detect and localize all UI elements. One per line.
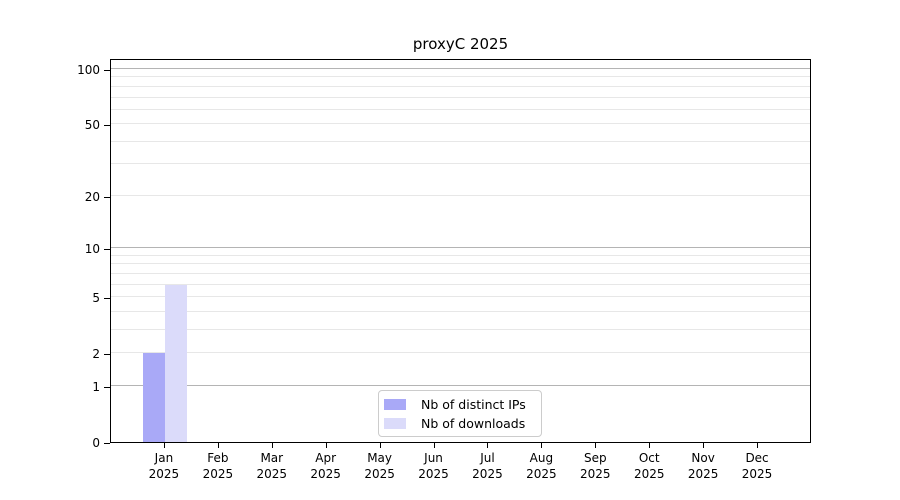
gridline-100 xyxy=(111,68,810,69)
gridline-7 xyxy=(111,272,810,274)
y-tick-label-0: 0 xyxy=(92,436,100,450)
y-tick-mark-50 xyxy=(104,125,110,127)
gridline-70 xyxy=(111,96,810,98)
x-tick-mark-oct-2025 xyxy=(649,443,651,448)
gridline-90 xyxy=(111,76,810,78)
x-tick-mark-sep-2025 xyxy=(595,443,597,448)
y-tick-mark-2 xyxy=(104,354,110,356)
legend: Nb of distinct IPs Nb of downloads xyxy=(378,390,542,437)
gridline-80 xyxy=(111,85,810,87)
x-tick-mark-apr-2025 xyxy=(325,443,327,448)
gridline-9 xyxy=(111,254,810,256)
x-tick-mark-nov-2025 xyxy=(703,443,705,448)
legend-swatch-nb-of-downloads xyxy=(384,417,406,429)
gridline-40 xyxy=(111,140,810,142)
y-tick-mark-10 xyxy=(104,249,110,251)
gridline-20 xyxy=(111,194,810,196)
gridline-2 xyxy=(111,352,810,354)
bar-nb-of-downloads-jan-2025 xyxy=(164,284,187,442)
legend-swatch-nb-of-distinct-ips xyxy=(384,398,406,410)
y-tick-label-50: 50 xyxy=(84,118,100,133)
y-tick-mark-0 xyxy=(104,443,110,444)
gridline-50 xyxy=(111,123,810,125)
legend-item-nb-of-distinct-ips: Nb of distinct IPs xyxy=(384,396,533,412)
y-tick-label-100: 100 xyxy=(77,63,100,77)
x-tick-label-may-2025: May 2025 xyxy=(364,451,395,481)
gridline-30 xyxy=(111,163,810,165)
x-tick-mark-jun-2025 xyxy=(433,443,435,448)
x-tick-mark-jul-2025 xyxy=(487,443,489,448)
y-tick-label-20: 20 xyxy=(84,189,100,204)
y-tick-mark-5 xyxy=(104,298,110,300)
legend-item-nb-of-downloads: Nb of downloads xyxy=(384,415,533,431)
y-tick-label-1: 1 xyxy=(92,379,100,394)
x-tick-mark-mar-2025 xyxy=(271,443,273,448)
gridline-6 xyxy=(111,283,810,285)
y-tick-label-5: 5 xyxy=(92,291,100,306)
legend-label-nb-of-distinct-ips: Nb of distinct IPs xyxy=(421,396,526,412)
x-tick-label-oct-2025: Oct 2025 xyxy=(633,451,665,481)
y-tick-mark-1 xyxy=(104,386,110,388)
y-tick-mark-100 xyxy=(104,70,110,71)
bar-nb-of-distinct-ips-jan-2025 xyxy=(142,353,165,442)
x-tick-label-jan-2025: Jan 2025 xyxy=(148,451,180,481)
x-tick-label-sep-2025: Sep 2025 xyxy=(580,451,611,481)
x-tick-label-jun-2025: Jun 2025 xyxy=(418,451,449,481)
gridline-4 xyxy=(111,310,810,312)
legend-label-nb-of-downloads: Nb of downloads xyxy=(421,415,526,431)
x-tick-mark-feb-2025 xyxy=(217,443,219,448)
x-tick-label-nov-2025: Nov 2025 xyxy=(687,451,719,481)
x-tick-label-apr-2025: Apr 2025 xyxy=(310,451,341,481)
x-tick-mark-jan-2025 xyxy=(163,443,165,448)
x-tick-mark-dec-2025 xyxy=(757,443,759,448)
x-tick-label-dec-2025: Dec 2025 xyxy=(741,451,773,481)
gridline-60 xyxy=(111,108,810,110)
gridline-10 xyxy=(111,247,810,249)
x-tick-label-aug-2025: Aug 2025 xyxy=(526,451,557,481)
gridline-1 xyxy=(111,384,810,386)
gridline-5 xyxy=(111,296,810,298)
gridline-3 xyxy=(111,328,810,330)
chart-title: proxyC 2025 xyxy=(412,35,509,53)
y-tick-mark-20 xyxy=(104,196,110,198)
x-tick-label-mar-2025: Mar 2025 xyxy=(256,451,288,481)
gridline-8 xyxy=(111,263,810,265)
y-tick-label-10: 10 xyxy=(84,242,100,257)
x-tick-label-jul-2025: Jul 2025 xyxy=(472,451,503,481)
y-tick-label-2: 2 xyxy=(92,347,100,362)
plot-area: Nb of distinct IPs Nb of downloads xyxy=(110,59,811,443)
x-tick-label-feb-2025: Feb 2025 xyxy=(202,451,234,481)
x-tick-mark-aug-2025 xyxy=(541,443,543,448)
x-tick-mark-may-2025 xyxy=(379,443,381,448)
